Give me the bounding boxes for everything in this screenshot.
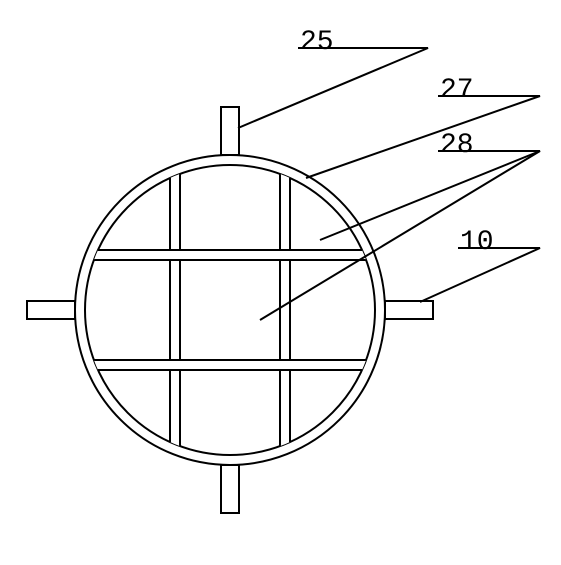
callout-label-27: 27: [440, 75, 474, 106]
grid-group: [80, 160, 380, 460]
inner-ring: [85, 165, 375, 455]
callout-label-25: 25: [300, 27, 334, 58]
grid-hbar-1: [80, 250, 380, 260]
spoke-left: [27, 301, 75, 319]
callout-leader-25: [238, 48, 428, 128]
spoke-bottom: [221, 465, 239, 513]
grid-hbar-2: [80, 360, 380, 370]
spoke-top: [221, 107, 239, 155]
callout-label-28: 28: [440, 130, 474, 161]
callout-leader-28b: [260, 151, 540, 320]
grid-vbar-2: [280, 160, 290, 460]
grid-vbar-1: [170, 160, 180, 460]
technical-diagram: 25 27 28 10: [0, 0, 561, 565]
callout-leader-28a: [320, 151, 540, 240]
spoke-right: [385, 301, 433, 319]
callout-label-10: 10: [460, 227, 494, 258]
outer-ring: [75, 155, 385, 465]
diagram-svg: [0, 0, 561, 565]
